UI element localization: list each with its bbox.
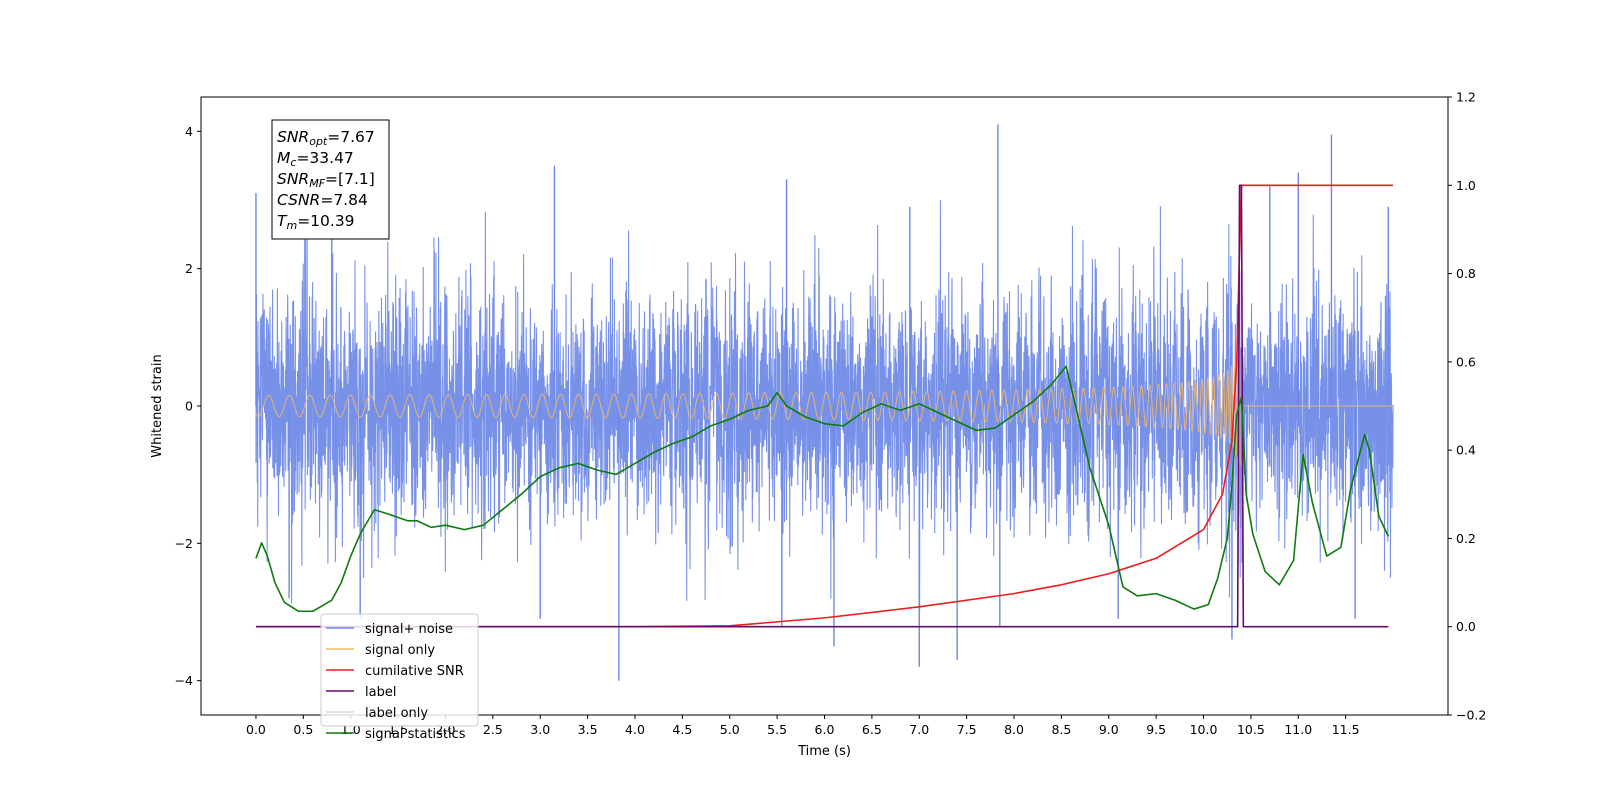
y2-tick-label: 1.0: [1456, 178, 1476, 193]
x-tick-label: 7.5: [957, 722, 977, 737]
info-value: =[7.1]: [325, 170, 375, 188]
info-sub: opt: [309, 135, 328, 148]
y-tick-label: 2: [185, 261, 193, 276]
info-var: T: [277, 212, 288, 230]
y2-tick-label: 0.8: [1456, 266, 1476, 281]
series-label: [255, 184, 1389, 628]
info-line: SNRopt=7.67: [277, 128, 375, 148]
x-tick-label: 9.5: [1146, 722, 1166, 737]
info-value: =33.47: [296, 149, 353, 167]
y-axis-left: 4 2 0 −2 −4: [175, 124, 201, 688]
legend-item: cumilative SNR: [326, 664, 464, 679]
x-tick-label: 6.0: [815, 722, 835, 737]
y-tick-label: −2: [175, 536, 193, 551]
info-sub: c: [290, 156, 296, 169]
x-axis-label: Time (s): [797, 744, 851, 759]
x-tick-label: 3.0: [530, 722, 550, 737]
y-tick-label: 0: [185, 399, 193, 414]
legend-item: signal+ noise: [326, 622, 453, 637]
legend-item: label only: [326, 706, 428, 721]
info-value: =10.39: [297, 212, 354, 230]
legend-label: label: [365, 685, 396, 700]
y2-tick-label: 1.2: [1456, 90, 1476, 105]
plot-area: [255, 124, 1394, 681]
info-var: SNR: [277, 170, 309, 188]
info-var: SNR: [277, 128, 309, 146]
y2-tick-label: 0.4: [1456, 443, 1476, 458]
x-tick-label: 2.5: [483, 722, 503, 737]
legend-label: signal+ noise: [365, 622, 453, 637]
y-axis-right: 1.2 1.0 0.8 0.6 0.4 0.2 0.0 −0.2: [1448, 90, 1486, 723]
x-tick-label: 5.5: [767, 722, 787, 737]
x-tick-label: 0.5: [293, 722, 313, 737]
info-value: =7.84: [320, 191, 368, 209]
legend-item: signal statistics: [326, 727, 466, 742]
info-line: Mc=33.47: [277, 149, 354, 169]
x-tick-label: 4.5: [672, 722, 692, 737]
y-tick-label: 4: [185, 124, 193, 139]
x-tick-label: 4.0: [625, 722, 645, 737]
info-var: M: [277, 149, 290, 167]
x-tick-label: 8.5: [1051, 722, 1071, 737]
legend-item: signal only: [326, 643, 435, 658]
legend-item: label: [326, 685, 396, 700]
info-value: =7.67: [327, 128, 375, 146]
legend-label: signal only: [365, 643, 435, 658]
legend-frame: [320, 613, 479, 727]
x-tick-label: 6.5: [862, 722, 882, 737]
x-tick-label: 10.0: [1190, 722, 1218, 737]
info-line: Tm=10.39: [277, 212, 355, 232]
y-tick-label: −4: [175, 673, 193, 688]
x-tick-label: 10.5: [1237, 722, 1265, 737]
legend-label: label only: [365, 706, 428, 721]
series-signal-noise: [255, 124, 1394, 681]
series-signal-only: [255, 344, 1394, 468]
legend-label: signal statistics: [365, 727, 466, 742]
x-tick-label: 11.0: [1284, 722, 1312, 737]
x-tick-label: 9.0: [1099, 722, 1119, 737]
info-sub: MF: [309, 177, 325, 190]
legend: signal+ noise signal only cumilative SNR la…: [320, 613, 479, 742]
series-signal-statistics: [255, 365, 1390, 613]
y2-tick-label: 0.0: [1456, 619, 1476, 634]
info-box-frame: [271, 119, 390, 240]
x-tick-label: 3.5: [578, 722, 598, 737]
x-tick-label: 7.0: [909, 722, 929, 737]
info-box: SNRopt=7.67Mc=33.47SNRMF=[7.1]CSNR=7.84T…: [271, 119, 390, 240]
info-sub: m: [286, 219, 297, 232]
x-tick-label: 0.0: [246, 722, 266, 737]
x-tick-label: 11.5: [1332, 722, 1360, 737]
y-axis-label: Whitened strain: [150, 354, 165, 457]
x-tick-label: 8.0: [1004, 722, 1024, 737]
y2-tick-label: −0.2: [1456, 708, 1486, 723]
info-var: CSNR: [277, 191, 320, 209]
series-cumilative-snr: [255, 184, 1394, 628]
right-axis-series: [255, 184, 1394, 628]
signal-only-trace: [255, 344, 1394, 468]
legend-label: cumilative SNR: [365, 664, 464, 679]
x-tick-label: 5.0: [720, 722, 740, 737]
info-line: CSNR=7.84: [277, 191, 368, 209]
info-line: SNRMF=[7.1]: [277, 170, 375, 190]
y2-tick-label: 0.2: [1456, 531, 1476, 546]
noise-trace: [255, 199, 1394, 613]
y2-tick-label: 0.6: [1456, 354, 1476, 369]
